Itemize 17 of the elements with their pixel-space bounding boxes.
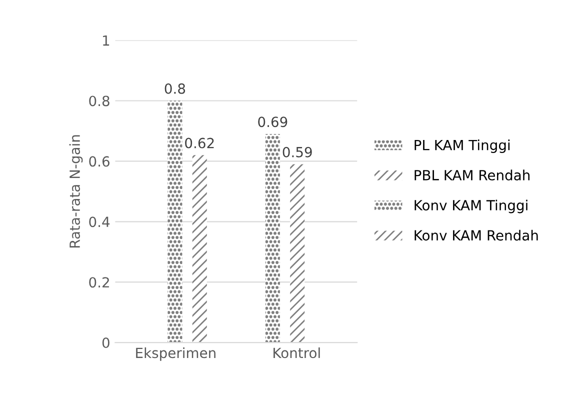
data-label: 0.69 bbox=[258, 116, 288, 128]
data-label: 0.59 bbox=[282, 146, 312, 158]
y-tick-label: 0.8 bbox=[89, 96, 110, 106]
x-tick-label: Eksperimen bbox=[136, 347, 216, 361]
y-tick-label: 0.6 bbox=[89, 156, 110, 167]
y-tick-label: 1 bbox=[103, 35, 110, 46]
legend-label: Konv KAM Rendah bbox=[414, 230, 538, 241]
legend-label: PBL KAM Rendah bbox=[414, 170, 530, 180]
y-tick-label: 0.4 bbox=[89, 216, 110, 228]
legend-label: PL KAM Tinggi bbox=[414, 140, 510, 153]
legend-label: Konv KAM Tinggi bbox=[414, 200, 528, 214]
y-tick-label: 0 bbox=[102, 338, 110, 348]
y-tick-label: 0.2 bbox=[89, 277, 109, 288]
y-axis-title: Rata-rata N-gain bbox=[69, 135, 83, 248]
x-tick-label: Kontrol bbox=[274, 347, 320, 358]
data-label: 0.62 bbox=[185, 138, 214, 148]
data-label: 0.8 bbox=[164, 83, 186, 94]
